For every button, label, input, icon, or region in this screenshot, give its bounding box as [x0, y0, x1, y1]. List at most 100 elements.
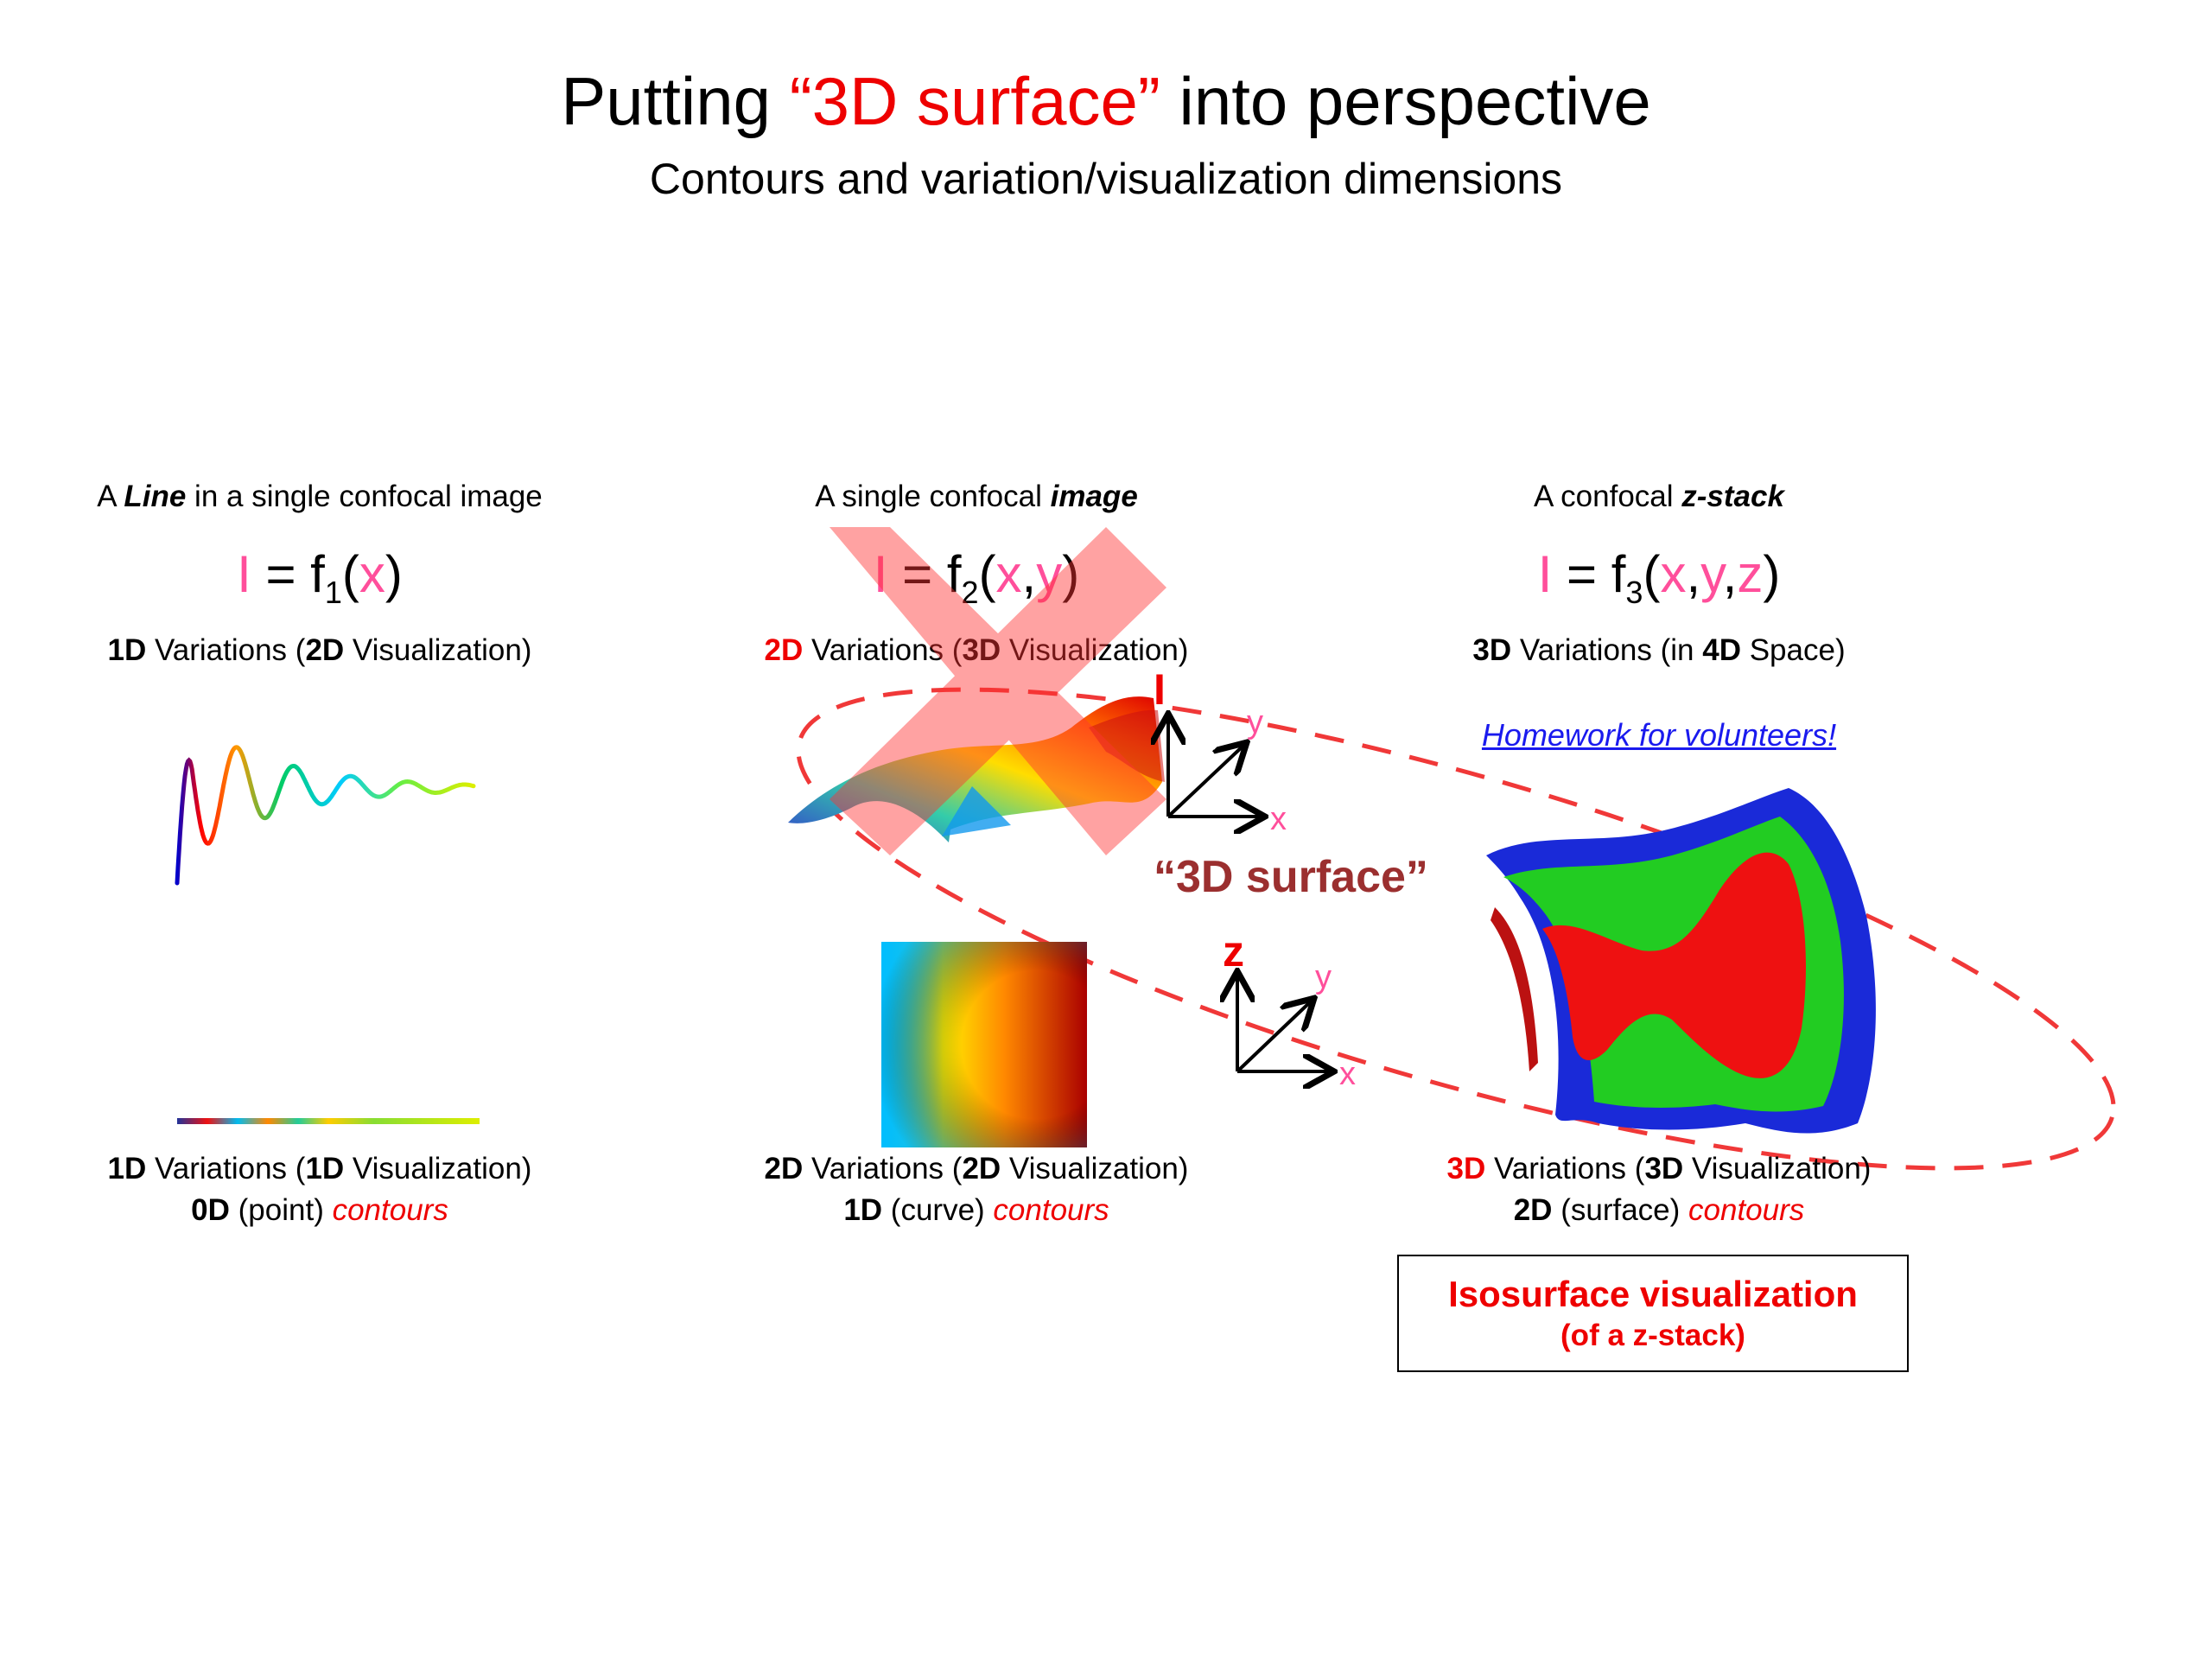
- eq-paren: ): [385, 545, 403, 603]
- column-header-line: A Line in a single confocal image: [35, 480, 605, 514]
- eq-function: = f: [1552, 545, 1626, 603]
- variation-text: Variations (in: [1511, 633, 1703, 667]
- contour-word: contours: [332, 1193, 448, 1227]
- eq-var-x: x: [995, 545, 1022, 603]
- contour-word: contours: [1688, 1193, 1805, 1227]
- title-highlight: “3D surface”: [789, 63, 1160, 139]
- variation-text: Visualization): [344, 1152, 532, 1185]
- equation-3d: I = f3(x,y,z): [1382, 544, 1936, 611]
- eq-var-y: y: [1700, 545, 1723, 603]
- dim-label: 3D: [1446, 1152, 1486, 1185]
- header-emphasis: z-stack: [1681, 480, 1784, 513]
- variation-top-1d: 1D Variations (2D Visualization): [35, 633, 605, 668]
- dim-label: 3D: [962, 633, 1001, 667]
- axis-label-y: y: [1247, 704, 1263, 741]
- dim-label: 1D: [305, 1152, 345, 1185]
- surface-plot: [788, 696, 1165, 842]
- dim-label: 2D: [305, 633, 345, 667]
- dim-label: 2D: [962, 1152, 1001, 1185]
- contour-3d: 2D (surface) contours: [1382, 1193, 1936, 1228]
- eq-comma: ,: [1686, 545, 1701, 603]
- axes-icon: z y x: [1223, 927, 1356, 1092]
- variation-text: Variations (: [146, 1152, 306, 1185]
- homework-link-container: Homework for volunteers!: [1417, 717, 1901, 753]
- variation-text: Variations (: [803, 1152, 963, 1185]
- header-text: A confocal: [1534, 480, 1682, 513]
- axis-label-x: x: [1339, 1056, 1356, 1092]
- eq-intensity: I: [237, 545, 251, 603]
- dashed-ellipse-icon: [796, 687, 2116, 1171]
- eq-comma: ,: [1021, 545, 1037, 603]
- dim-label: 3D: [1644, 1152, 1684, 1185]
- dim-label: 1D: [843, 1193, 883, 1227]
- eq-paren: (: [1643, 545, 1661, 603]
- axis-label-y: y: [1315, 959, 1332, 995]
- header-text: A single confocal: [815, 480, 1051, 513]
- eq-subscript: 1: [324, 575, 342, 610]
- header-emphasis: image: [1050, 480, 1138, 513]
- eq-function: = f: [251, 545, 325, 603]
- variation-text: Visualization): [344, 633, 532, 667]
- axes-icon: I y x: [1154, 665, 1287, 837]
- header-emphasis: Line: [124, 480, 187, 513]
- eq-intensity: I: [874, 545, 888, 603]
- eq-paren: ): [1763, 545, 1781, 603]
- header-text: in a single confocal image: [186, 480, 543, 513]
- dim-label: 2D: [764, 633, 804, 667]
- eq-intensity: I: [1537, 545, 1553, 603]
- eq-subscript: 2: [961, 575, 979, 610]
- contour-text: (point): [229, 1193, 333, 1227]
- variation-top-3d: 3D Variations (in 4D Space): [1382, 633, 1936, 668]
- variation-bottom-1d: 1D Variations (1D Visualization): [35, 1152, 605, 1186]
- dim-label: 4D: [1702, 633, 1741, 667]
- variation-top-2d: 2D Variations (3D Visualization): [700, 633, 1253, 668]
- variation-text: Visualization): [1001, 1152, 1189, 1185]
- header-text: A: [97, 480, 124, 513]
- eq-function: = f: [887, 545, 961, 603]
- contour-1d: 0D (point) contours: [35, 1193, 605, 1228]
- dim-label: 2D: [1513, 1193, 1553, 1227]
- eq-subscript: 3: [1625, 575, 1643, 610]
- eq-var-x: x: [359, 545, 385, 603]
- color-strip-1d: [177, 1118, 480, 1124]
- contour-text: (surface): [1552, 1193, 1689, 1227]
- variation-text: Variations (: [146, 633, 306, 667]
- eq-var-z: z: [1737, 545, 1764, 603]
- homework-link[interactable]: Homework for volunteers!: [1481, 717, 1837, 753]
- dim-label: 3D: [1472, 633, 1512, 667]
- column-header-image: A single confocal image: [700, 480, 1253, 514]
- dim-label: 1D: [107, 1152, 147, 1185]
- contour-word: contours: [993, 1193, 1109, 1227]
- title-suffix: into perspective: [1160, 63, 1651, 139]
- surface-label: “3D surface”: [1154, 852, 1428, 902]
- contour-2d: 1D (curve) contours: [700, 1193, 1253, 1228]
- eq-var-x: x: [1660, 545, 1687, 603]
- isosurface-title: Isosurface visualization: [1448, 1274, 1858, 1314]
- variation-bottom-3d: 3D Variations (3D Visualization): [1382, 1152, 1936, 1186]
- variation-bottom-2d: 2D Variations (2D Visualization): [700, 1152, 1253, 1186]
- isosurface-callout-box: Isosurface visualization (of a z-stack): [1397, 1255, 1909, 1372]
- title-prefix: Putting: [561, 63, 790, 139]
- page-subtitle: Contours and variation/visualization dim…: [649, 155, 1563, 203]
- eq-var-y: y: [1036, 545, 1063, 603]
- axis-label-x: x: [1270, 801, 1287, 837]
- equation-2d: I = f2(x,y): [700, 544, 1253, 611]
- isosurface-render: [1486, 788, 1876, 1134]
- page-title: Putting “3D surface” into perspective: [0, 62, 2212, 141]
- isosurface-subtitle: (of a z-stack): [1560, 1319, 1745, 1352]
- dim-label: 2D: [764, 1152, 804, 1185]
- axis-label-z: z: [1223, 927, 1244, 976]
- contour-text: (curve): [882, 1193, 994, 1227]
- equation-1d: I = f1(x): [35, 544, 605, 611]
- eq-paren: (: [341, 545, 359, 603]
- axis-label-I: I: [1154, 665, 1166, 714]
- eq-comma: ,: [1722, 545, 1738, 603]
- variation-text: Visualization): [1683, 1152, 1872, 1185]
- column-header-zstack: A confocal z-stack: [1382, 480, 1936, 514]
- dim-label: 0D: [191, 1193, 230, 1227]
- variation-text: Variations (: [803, 633, 963, 667]
- dim-label: 1D: [107, 633, 147, 667]
- cross-mark-icon: [830, 527, 1166, 855]
- damped-oscillation-curve: [175, 745, 476, 886]
